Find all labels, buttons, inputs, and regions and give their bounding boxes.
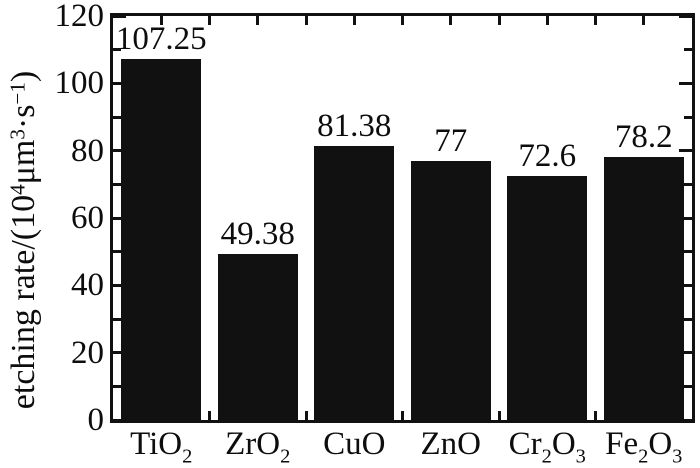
y-major-tick-mark <box>679 149 692 153</box>
x-tick-mark <box>594 16 597 25</box>
bar-Fe2O3 <box>603 156 684 420</box>
text-run: O <box>551 426 576 462</box>
y-tick-label: 120 <box>54 0 105 34</box>
y-major-tick-mark <box>113 149 126 153</box>
subscript: 2 <box>280 445 291 468</box>
y-minor-tick-mark <box>684 250 692 254</box>
x-tick-mark <box>545 411 549 420</box>
bar-TiO2 <box>121 58 202 420</box>
x-tick-mark <box>352 411 356 420</box>
x-tick-mark <box>642 16 646 25</box>
subscript: 3 <box>672 445 683 468</box>
y-major-tick-mark <box>679 283 692 287</box>
y-tick-label: 0 <box>87 402 105 438</box>
bar-value-label: 107.25 <box>115 20 207 57</box>
x-tick-mark <box>208 411 211 420</box>
y-major-tick-mark <box>679 81 692 85</box>
bar-ZnO <box>410 160 491 420</box>
x-tick-label: TiO2 <box>96 424 226 468</box>
text-run: O <box>648 426 673 462</box>
y-major-tick-mark <box>113 351 126 355</box>
y-major-tick-mark <box>113 14 126 18</box>
x-tick-label: ZrO2 <box>193 424 323 468</box>
text-run: TiO <box>130 426 183 462</box>
bar-value-label: 77 <box>434 122 468 159</box>
x-tick-label: CuO <box>289 424 419 468</box>
text-run: ·s <box>5 104 42 130</box>
y-tick-label: 60 <box>71 200 104 236</box>
y-minor-tick-mark <box>113 250 121 254</box>
x-tick-mark <box>352 16 356 25</box>
x-tick-mark <box>256 411 260 420</box>
bar-value-label: 81.38 <box>317 108 392 145</box>
text-run: CuO <box>323 426 386 462</box>
y-major-tick-mark <box>679 351 692 355</box>
y-tick-label: 80 <box>71 132 104 169</box>
y-major-tick-mark <box>113 216 126 220</box>
x-tick-mark <box>497 411 501 420</box>
x-tick-mark <box>401 411 404 420</box>
subscript: 2 <box>541 445 552 468</box>
bar-Cr2O3 <box>507 175 588 420</box>
x-tick-mark <box>256 16 260 25</box>
text-run: ZrO <box>225 426 281 462</box>
x-tick-mark <box>449 411 453 420</box>
x-tick-mark <box>208 16 211 25</box>
subscript: 2 <box>182 445 193 468</box>
y-minor-tick-mark <box>684 115 692 119</box>
x-tick-label: Cr2O3 <box>482 424 612 468</box>
plot-area <box>110 13 695 423</box>
x-tick-mark <box>401 16 404 25</box>
bar-CuO <box>314 146 395 420</box>
bar-value-label: 78.2 <box>614 118 673 155</box>
superscript: 4 <box>5 184 30 195</box>
y-minor-tick-mark <box>113 182 121 186</box>
y-tick-label: 20 <box>71 334 104 371</box>
y-tick-label: 40 <box>71 267 104 304</box>
superscript: 3 <box>5 129 30 140</box>
bar-ZrO2 <box>217 253 298 420</box>
x-tick-mark <box>545 16 549 25</box>
subscript: 2 <box>638 445 649 468</box>
x-tick-mark <box>497 16 501 25</box>
x-tick-mark <box>304 411 308 420</box>
x-tick-mark <box>449 16 453 25</box>
x-tick-label: Fe2O3 <box>579 424 700 468</box>
text-run: Cr <box>508 426 542 462</box>
y-minor-tick-mark <box>113 48 121 52</box>
subscript: 3 <box>575 445 586 468</box>
text-run: Fe <box>605 426 639 462</box>
y-minor-tick-mark <box>684 48 692 52</box>
y-major-tick-mark <box>113 81 126 85</box>
y-major-tick-mark <box>679 14 692 18</box>
x-tick-mark <box>304 16 308 25</box>
x-tick-mark <box>159 16 163 25</box>
x-tick-label: ZnO <box>386 424 516 468</box>
x-tick-mark <box>159 411 163 420</box>
bar-value-label: 72.6 <box>518 137 577 174</box>
y-major-tick-mark <box>679 216 692 220</box>
y-minor-tick-mark <box>113 384 121 388</box>
y-major-tick-mark <box>679 418 692 422</box>
y-minor-tick-mark <box>684 182 692 186</box>
y-major-tick-mark <box>113 418 126 422</box>
superscript: −1 <box>5 82 30 105</box>
bar-value-label: 49.38 <box>220 215 295 252</box>
y-minor-tick-mark <box>113 115 121 119</box>
x-tick-mark <box>642 411 646 420</box>
x-tick-mark <box>594 411 597 420</box>
y-tick-label: 100 <box>54 65 105 102</box>
y-major-tick-mark <box>113 283 126 287</box>
y-minor-tick-mark <box>113 317 121 321</box>
y-minor-tick-mark <box>684 317 692 321</box>
y-minor-tick-mark <box>684 384 692 388</box>
text-run: ZnO <box>420 426 482 462</box>
